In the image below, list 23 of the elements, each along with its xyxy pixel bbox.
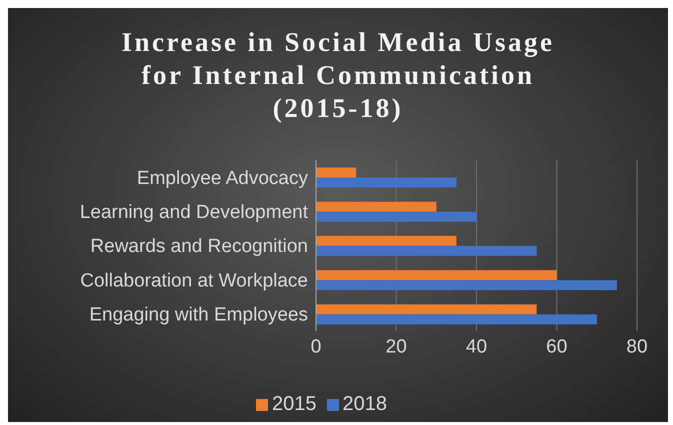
bar — [316, 246, 537, 256]
bar — [316, 236, 456, 246]
bar — [316, 168, 356, 178]
bar — [316, 270, 557, 280]
bar — [316, 304, 537, 314]
bar — [316, 202, 436, 212]
chart-title: Increase in Social Media Usage for Internal Communication (2015-18) — [120, 26, 556, 125]
y-tick-label: Learning and Development — [80, 202, 309, 224]
legend-label: 2018 — [342, 393, 387, 415]
legend-label: 2015 — [272, 393, 316, 415]
x-tick-label: 0 — [310, 336, 322, 358]
bar — [316, 212, 476, 222]
y-tick-label: Collaboration at Workplace — [80, 270, 308, 292]
x-tick-label: 80 — [626, 336, 648, 358]
x-tick-label: 40 — [466, 336, 488, 358]
bar — [316, 178, 456, 188]
x-tick-label: 60 — [546, 336, 568, 358]
bar — [316, 280, 617, 290]
x-tick-label: 20 — [386, 336, 407, 358]
y-tick-label: Employee Advocacy — [136, 168, 308, 189]
y-tick-label: Rewards and Recognition — [90, 236, 308, 258]
bar — [316, 314, 597, 324]
y-tick-label: Engaging with Employees — [89, 304, 308, 326]
